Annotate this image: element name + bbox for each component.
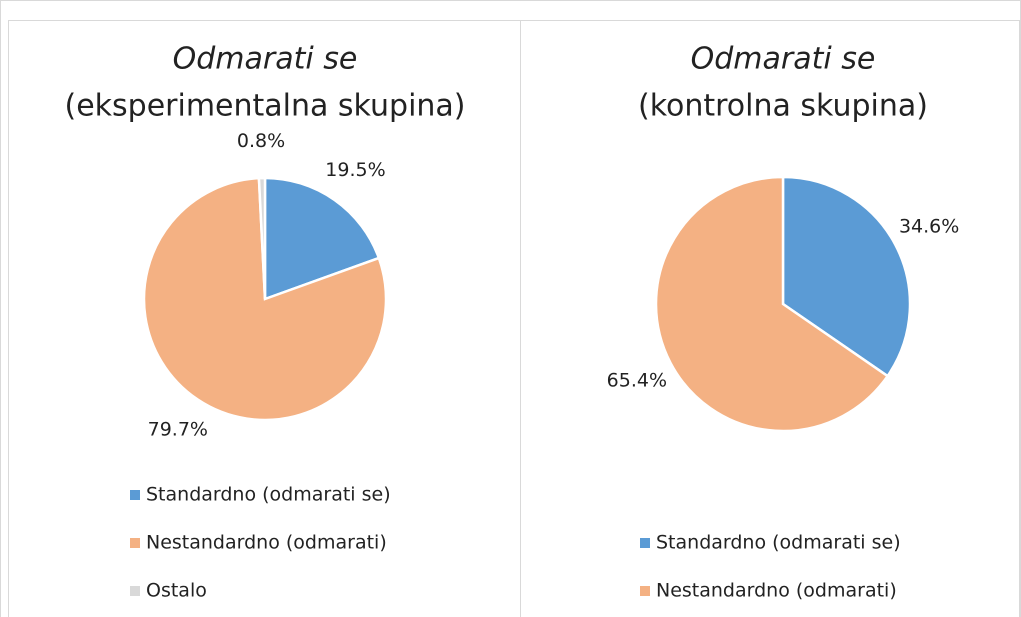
- legend-label: Nestandardno (odmarati): [146, 532, 387, 554]
- chart-subtitle: (kontrolna skupina): [638, 89, 928, 124]
- legend-label: Standardno (odmarati se): [146, 484, 391, 506]
- data-label: 65.4%: [607, 369, 667, 391]
- legend-label: Nestandardno (odmarati): [656, 580, 897, 602]
- right-panel-border: [520, 20, 1020, 617]
- data-label: 79.7%: [148, 418, 208, 440]
- data-label: 0.8%: [237, 130, 285, 152]
- legend-swatch: [130, 586, 140, 596]
- chart-title: Odmarati se: [173, 42, 358, 77]
- pie-slice: [781, 175, 912, 378]
- pie-slice: [654, 175, 890, 433]
- data-label: 34.6%: [899, 216, 959, 238]
- legend-swatch: [130, 538, 140, 548]
- chart-subtitle: (eksperimentalna skupina): [64, 89, 465, 124]
- pie-slice: [257, 176, 267, 300]
- legend-swatch: [640, 538, 650, 548]
- chart-title: Odmarati se: [691, 42, 876, 77]
- legend-swatch: [130, 490, 140, 500]
- pie-slice: [142, 176, 388, 422]
- legend-label: Ostalo: [146, 580, 207, 602]
- data-label: 19.5%: [325, 159, 385, 181]
- pie-slice: [263, 176, 381, 301]
- legend-swatch: [640, 586, 650, 596]
- legend-label: Standardno (odmarati se): [656, 532, 901, 554]
